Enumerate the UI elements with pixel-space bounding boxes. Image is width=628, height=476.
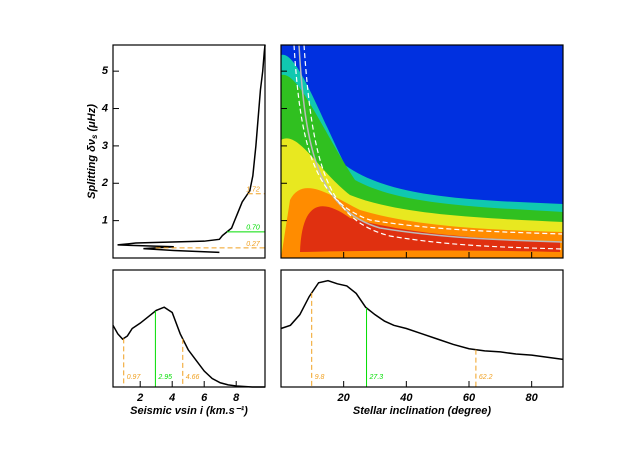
x-tick-label: 60	[463, 392, 476, 404]
x-tick-label: 80	[526, 392, 539, 404]
annotation-label: 4.66	[186, 374, 200, 381]
annotation-label: 1.72	[246, 187, 260, 194]
y-tick-label: 2	[101, 177, 108, 189]
x-tick-label: 8	[233, 392, 240, 404]
y-tick-label: 1	[102, 215, 108, 227]
x-axis-label: Seismic vsin i (km.s⁻¹)	[130, 405, 248, 417]
annotation-label: 9.8	[315, 374, 325, 381]
annotation-label: 0.97	[127, 374, 142, 381]
histogram-line	[117, 44, 266, 254]
annotation-label: 0.27	[246, 241, 261, 248]
y-axis-label: Splitting δνs (μHz)	[86, 104, 99, 199]
panel-frame	[280, 44, 564, 259]
x-tick-label: 2	[136, 392, 143, 404]
panel-frame	[112, 269, 266, 388]
annotation-label: 27.3	[369, 374, 384, 381]
y-label-main: Splitting δν	[86, 138, 98, 199]
annotation-label: 0.70	[246, 225, 260, 232]
heatmap-image	[281, 44, 563, 258]
x-axis-label: Stellar inclination (degree)	[353, 405, 491, 417]
y-tick-label: 3	[102, 140, 108, 152]
histogram-line	[112, 306, 265, 388]
panel-frame	[280, 269, 564, 388]
x-tick-label: 4	[168, 392, 175, 404]
panel-frame	[112, 44, 266, 259]
y-label-sub: s	[90, 134, 99, 139]
y-label-unit: (μHz)	[86, 104, 98, 132]
annotation-label: 2.95	[157, 374, 172, 381]
y-tick-label: 5	[102, 65, 109, 77]
histogram-line	[280, 279, 564, 361]
x-tick-label: 6	[201, 392, 208, 404]
y-tick-label: 4	[101, 102, 108, 114]
x-tick-label: 20	[337, 392, 351, 404]
x-tick-label: 40	[399, 392, 413, 404]
annotation-label: 62.2	[479, 374, 493, 381]
